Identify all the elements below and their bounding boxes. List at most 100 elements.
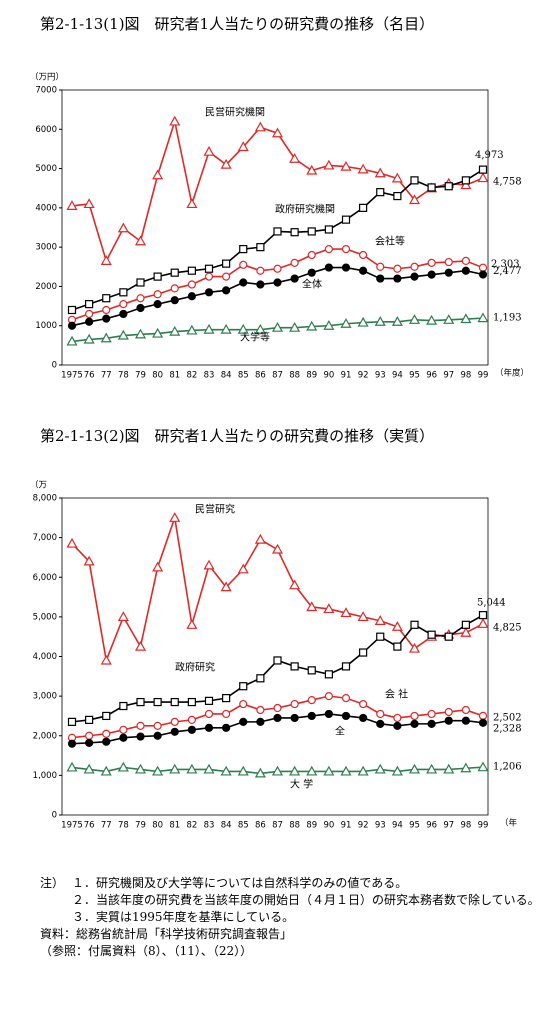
series-line <box>71 118 484 263</box>
marker <box>443 763 455 774</box>
marker <box>410 719 419 728</box>
note-row: ３．実質は1995年度を基準にしている。 <box>40 909 540 926</box>
x-tick-label: 81 <box>169 821 180 831</box>
marker <box>66 537 78 548</box>
marker <box>477 312 489 323</box>
marker <box>153 290 162 299</box>
chart: 第2-1-13(1)図 研究者1人当たりの研究費の推移（名目） （万円） （年度） 0… <box>30 15 529 381</box>
chart: 第2-1-13(2)図 研究者1人当たりの研究費の推移（実質） （万 （年 0 1,00… <box>30 427 522 831</box>
marker <box>187 697 196 707</box>
marker <box>170 268 179 277</box>
marker <box>83 198 95 209</box>
marker <box>256 243 265 252</box>
y-tick-label: 7,000 <box>33 533 57 543</box>
marker <box>410 620 419 629</box>
marker <box>66 335 78 346</box>
marker <box>256 266 265 275</box>
marker <box>100 765 112 776</box>
series-name: 政府研究 <box>175 661 215 674</box>
marker <box>102 729 111 738</box>
marker <box>289 321 301 332</box>
marker <box>289 579 301 590</box>
marker <box>239 699 248 709</box>
y-tick-label: 6,000 <box>33 573 57 583</box>
marker <box>169 115 181 126</box>
marker <box>203 145 215 156</box>
marker <box>391 316 403 326</box>
marker <box>153 300 162 309</box>
marker <box>341 263 351 272</box>
marker <box>324 709 333 719</box>
value-label: 2,502 <box>493 712 522 723</box>
marker <box>204 288 214 297</box>
marker <box>376 709 385 719</box>
x-tick-label: 1975 <box>61 371 83 381</box>
y-tick-label: 5000 <box>35 164 57 174</box>
x-tick-label: 98 <box>460 371 471 381</box>
marker <box>152 561 164 572</box>
marker <box>427 630 436 639</box>
y-tick-label: 1000 <box>35 321 57 331</box>
marker <box>393 713 402 723</box>
x-tick-label: 76 <box>84 371 95 381</box>
marker <box>478 711 488 720</box>
marker <box>376 274 385 283</box>
marker <box>204 709 214 719</box>
marker <box>203 559 215 570</box>
x-tick-label: 94 <box>392 371 403 381</box>
marker <box>444 182 453 191</box>
marker <box>220 581 232 592</box>
marker <box>85 309 94 319</box>
marker <box>239 245 248 254</box>
marker <box>170 284 179 293</box>
marker <box>254 767 266 778</box>
x-tick-label: 82 <box>186 821 197 831</box>
x-tick-label: 89 <box>306 821 317 831</box>
marker <box>102 294 111 303</box>
marker <box>220 323 232 334</box>
y-tick-label: 0 <box>52 811 57 821</box>
marker <box>100 332 112 343</box>
marker <box>324 225 333 234</box>
marker <box>186 619 198 629</box>
marker <box>187 280 196 289</box>
marker <box>256 280 265 289</box>
marker <box>85 300 94 309</box>
marker <box>222 286 231 295</box>
marker <box>323 603 335 614</box>
marker <box>152 765 164 776</box>
marker <box>461 266 470 275</box>
marker <box>478 270 488 279</box>
marker <box>273 713 282 723</box>
x-tick-label: 86 <box>255 371 266 381</box>
marker <box>359 713 368 723</box>
x-tick-label: 91 <box>341 371 352 381</box>
y-tick-label: 2,000 <box>33 731 57 741</box>
series-name: 会 社 <box>385 688 408 701</box>
marker <box>254 121 266 132</box>
marker <box>237 563 249 574</box>
x-tick-label: 95 <box>409 371 420 381</box>
marker <box>187 266 196 275</box>
marker <box>307 268 316 277</box>
chart-title: 第2-1-13(1)図 研究者1人当たりの研究費の推移（名目） <box>40 15 434 33</box>
x-tick-label: 92 <box>358 821 369 831</box>
series-line <box>71 266 484 327</box>
marker <box>410 176 419 185</box>
marker <box>119 733 128 742</box>
marker <box>324 263 333 272</box>
marker <box>134 640 147 651</box>
marker <box>153 697 162 707</box>
x-tick-label: 94 <box>392 821 403 831</box>
marker <box>256 705 265 715</box>
marker <box>478 263 488 272</box>
marker <box>307 695 316 705</box>
marker <box>187 725 196 734</box>
value-label: 4,758 <box>493 177 522 188</box>
marker <box>119 288 128 297</box>
marker <box>256 674 265 683</box>
marker <box>222 694 231 703</box>
marker <box>203 323 215 334</box>
marker <box>410 272 419 281</box>
